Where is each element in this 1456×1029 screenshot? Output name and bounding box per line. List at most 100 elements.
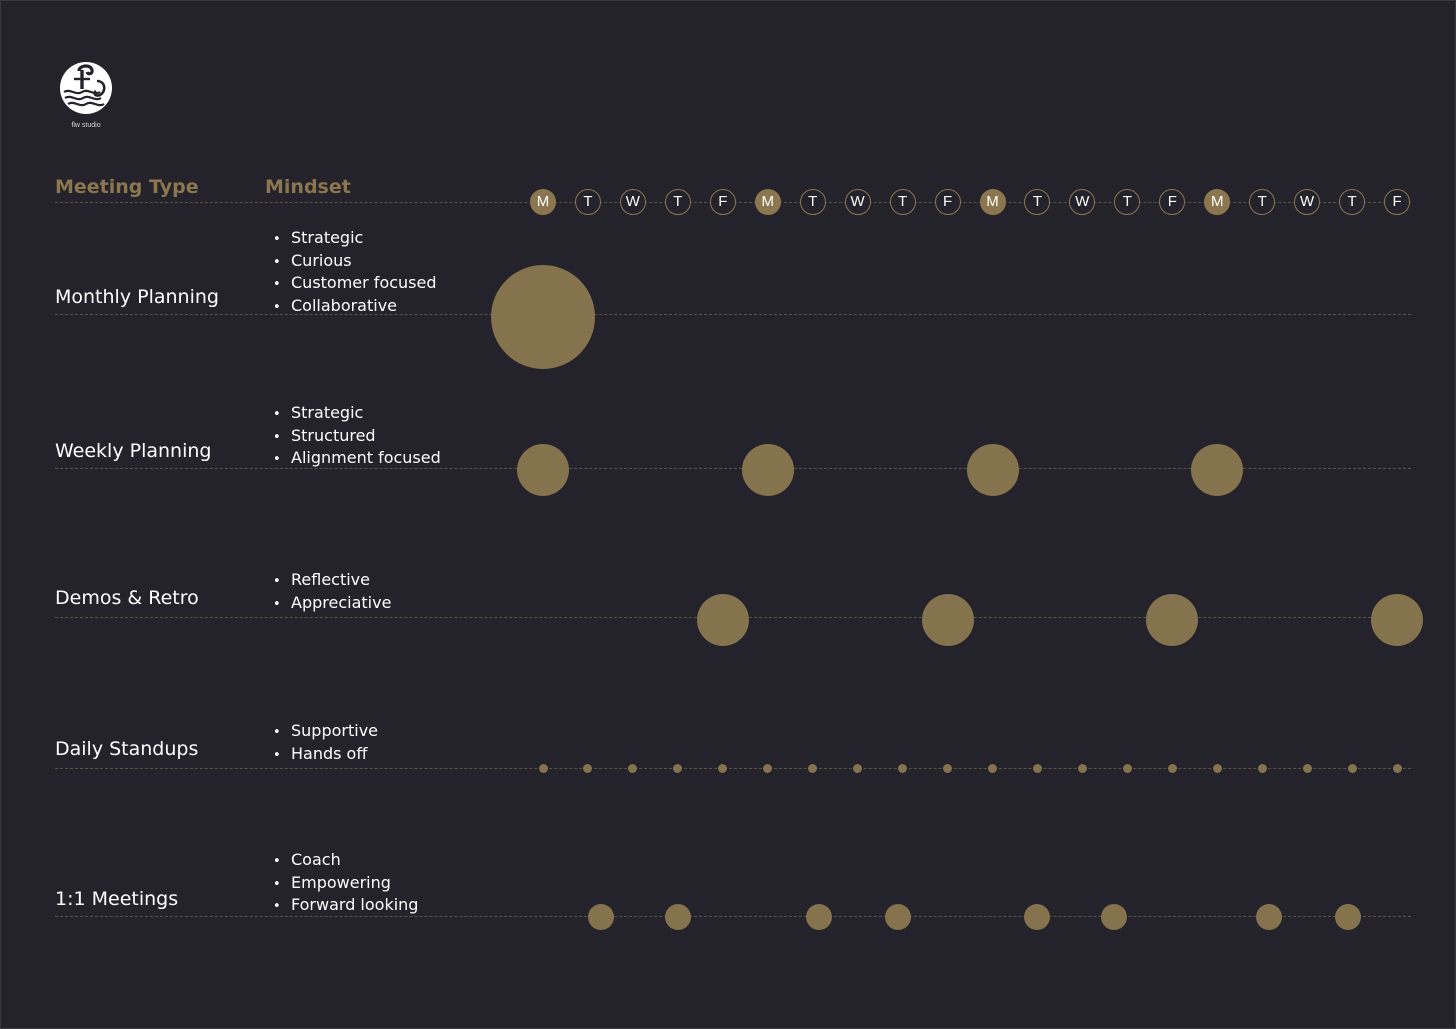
meeting-dot-standups	[1122, 763, 1132, 773]
meeting-dot-standups	[1347, 763, 1357, 773]
meeting-dot-standups	[1077, 763, 1087, 773]
mindset-item: • Hands off	[273, 743, 368, 763]
meeting-dot-standups	[1302, 763, 1312, 773]
day-marker: M	[530, 189, 556, 215]
row-title-demos: Demos & Retro	[55, 587, 199, 609]
meeting-dot-monthly	[491, 265, 595, 369]
mindset-item-label: Empowering	[291, 872, 391, 892]
day-marker: T	[1024, 189, 1051, 215]
mindset-list-one-on-one: • Coach • Empowering • Forward looking	[273, 850, 418, 918]
day-marker: F	[934, 189, 961, 215]
meeting-dot-standups	[853, 763, 863, 773]
meeting-dot-standups	[538, 763, 548, 773]
mindset-item-label: Appreciative	[291, 592, 392, 612]
row-divider-one-on-one	[55, 916, 1411, 917]
row-divider-monthly	[55, 314, 1411, 315]
day-marker: F	[1159, 189, 1186, 215]
mindset-item-label: Supportive	[291, 721, 379, 740]
mindset-item-label: Forward looking	[291, 895, 419, 915]
meeting-dot-standups	[1257, 763, 1267, 773]
mindset-list-monthly: • Strategic • Curious • Customer focused • C…	[273, 228, 437, 318]
meeting-dot-one-on-one	[1100, 904, 1127, 930]
day-marker: T	[1339, 189, 1366, 215]
day-marker: T	[1249, 189, 1276, 215]
brand-name: flw studio	[71, 122, 101, 129]
mindset-item-label: Coach	[291, 850, 341, 869]
meeting-dot-standups	[943, 763, 953, 773]
meeting-dot-one-on-one	[806, 904, 833, 930]
meeting-dot-standups	[808, 763, 818, 773]
mindset-item-label: Collaborative	[291, 295, 398, 315]
row-title-weekly: Weekly Planning	[55, 440, 212, 462]
meeting-dot-standups	[1212, 763, 1222, 773]
meeting-dot-one-on-one	[664, 904, 691, 930]
mindset-item: • Supportive	[273, 721, 379, 740]
flw-studio-logo-icon	[60, 62, 112, 114]
day-marker: T	[574, 189, 601, 215]
row-divider-weekly	[55, 468, 1411, 469]
row-title-standups: Daily Standups	[55, 738, 199, 760]
meeting-dot-demos	[696, 594, 749, 646]
mindset-item: • Forward looking	[273, 895, 419, 915]
mindset-item-label: Alignment focused	[291, 448, 441, 468]
mindset-item: • Customer focused	[273, 273, 437, 293]
meeting-dot-standups	[628, 763, 638, 773]
mindset-item-label: Structured	[291, 425, 376, 445]
mindset-list-weekly: • Strategic • Structured • Alignment focuse…	[273, 403, 441, 471]
mindset-item: • Strategic	[273, 403, 364, 422]
row-title-monthly: Monthly Planning	[55, 286, 219, 308]
day-marker: F	[709, 189, 736, 215]
mindset-item: • Empowering	[273, 872, 391, 892]
day-marker: T	[1114, 189, 1141, 215]
meeting-dot-weekly	[741, 444, 794, 496]
meeting-dot-standups	[1167, 763, 1177, 773]
meeting-type-header: Meeting Type	[55, 176, 199, 198]
day-marker: M	[754, 189, 781, 215]
mindset-list-demos: • Reflective • Appreciative	[273, 570, 391, 615]
mindset-item-label: Strategic	[291, 403, 364, 422]
meeting-dot-standups	[718, 763, 728, 773]
mindset-item: • Collaborative	[273, 295, 398, 315]
meeting-dot-one-on-one	[588, 904, 615, 930]
meeting-dot-weekly	[517, 444, 569, 496]
meeting-dot-demos	[1146, 594, 1199, 646]
mindset-item: • Curious	[273, 250, 352, 270]
meeting-dot-demos	[1371, 594, 1424, 646]
mindset-item-label: Strategic	[291, 228, 364, 247]
meeting-dot-standups	[763, 763, 773, 773]
meeting-dot-standups	[1032, 763, 1042, 773]
day-marker: W	[1069, 189, 1096, 215]
meeting-dot-standups	[988, 763, 997, 773]
mindset-item: • Strategic	[273, 228, 364, 247]
meeting-dot-one-on-one	[1024, 904, 1051, 930]
mindset-item: • Structured	[273, 425, 376, 445]
day-marker: W	[619, 189, 646, 215]
row-title-one-on-one: 1:1 Meetings	[55, 888, 179, 910]
meeting-dot-standups	[1392, 763, 1402, 773]
meeting-dot-standups	[898, 763, 908, 773]
mindset-item-label: Hands off	[291, 743, 368, 763]
meeting-dot-one-on-one	[1255, 904, 1282, 930]
mindset-item: • Appreciative	[273, 592, 392, 612]
mindset-item: • Coach	[273, 850, 341, 869]
meeting-dot-one-on-one	[885, 904, 912, 930]
row-divider-standups	[55, 768, 1411, 769]
mindset-item: • Reflective	[273, 570, 370, 589]
mindset-item-label: Curious	[291, 250, 352, 270]
meeting-dot-standups	[673, 763, 683, 773]
mindset-item-label: Customer focused	[291, 273, 437, 293]
meeting-dot-standups	[583, 763, 593, 773]
mindset-list-standups: • Supportive • Hands off	[273, 721, 378, 766]
day-marker: T	[799, 189, 826, 215]
day-marker: W	[1294, 189, 1321, 215]
day-marker: T	[889, 189, 916, 215]
meeting-dot-demos	[921, 594, 974, 646]
day-marker: F	[1384, 189, 1411, 215]
meeting-dot-one-on-one	[1334, 904, 1361, 930]
mindset-item: • Alignment focused	[273, 448, 441, 468]
day-marker: M	[979, 189, 1006, 215]
meeting-dot-weekly	[966, 444, 1019, 496]
brand-logo: flw studio	[55, 59, 117, 129]
meeting-dot-weekly	[1191, 444, 1244, 496]
